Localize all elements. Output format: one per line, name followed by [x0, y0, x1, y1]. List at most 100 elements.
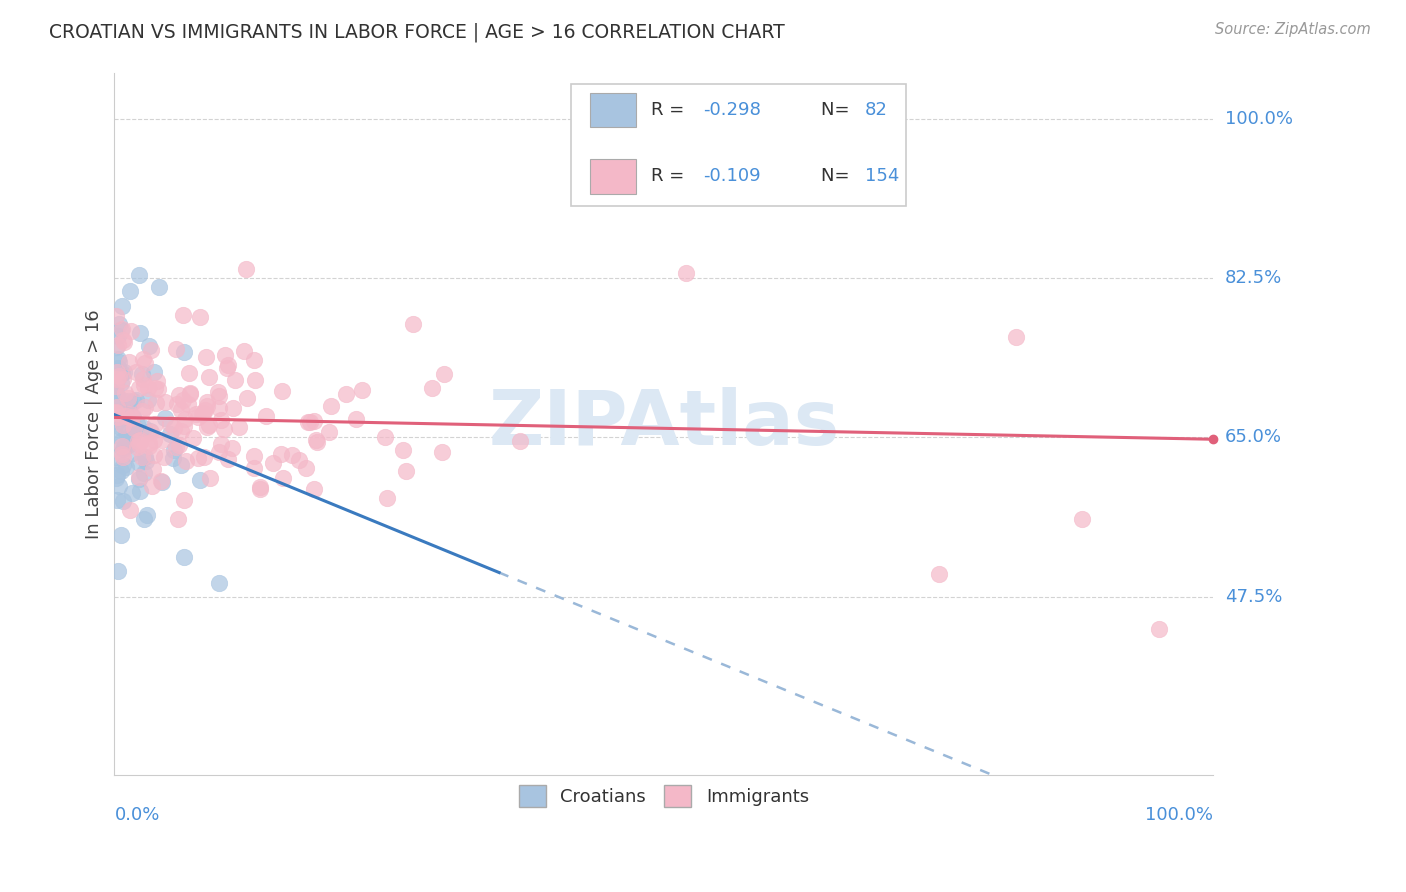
Point	[433, 367, 456, 381]
Point	[817, 185, 839, 199]
Point	[127, 417, 149, 431]
Text: R =: R =	[651, 101, 690, 119]
Point	[173, 492, 195, 507]
Point	[105, 388, 128, 402]
Point	[207, 384, 229, 399]
Point	[162, 451, 184, 466]
Point	[165, 440, 187, 454]
Point	[104, 386, 127, 401]
Point	[420, 381, 443, 395]
Point	[110, 464, 132, 478]
Point	[299, 415, 322, 429]
Point	[125, 441, 148, 455]
Point	[105, 400, 128, 414]
Point	[174, 454, 197, 468]
Point	[118, 408, 141, 422]
Point	[208, 389, 231, 403]
Point	[111, 299, 134, 313]
Point	[172, 392, 194, 407]
Point	[110, 321, 132, 335]
Point	[304, 482, 326, 496]
Point	[1147, 622, 1170, 636]
Point	[224, 372, 246, 386]
Text: 65.0%: 65.0%	[1225, 428, 1282, 446]
Point	[173, 345, 195, 359]
Point	[153, 410, 176, 425]
Point	[121, 426, 143, 441]
Point	[187, 409, 209, 424]
Point	[169, 388, 191, 402]
Point	[104, 428, 127, 442]
Point	[148, 382, 170, 396]
Point	[136, 508, 159, 522]
Point	[111, 439, 134, 453]
Point	[150, 433, 173, 447]
Point	[112, 440, 135, 454]
Point	[134, 356, 156, 370]
Point	[198, 471, 221, 485]
Point	[150, 475, 173, 489]
Point	[107, 467, 129, 482]
Point	[509, 434, 531, 448]
Point	[270, 446, 292, 460]
Point	[111, 333, 134, 347]
Point	[145, 396, 167, 410]
Point	[132, 378, 155, 392]
Point	[121, 446, 143, 460]
Point	[128, 433, 150, 447]
Point	[195, 399, 218, 413]
Point	[228, 419, 250, 434]
Point	[165, 342, 187, 356]
Point	[107, 360, 129, 375]
Point	[295, 460, 318, 475]
FancyBboxPatch shape	[591, 93, 637, 127]
Point	[114, 386, 136, 401]
Point	[352, 383, 374, 397]
Point	[209, 413, 232, 427]
Point	[105, 372, 128, 386]
Point	[142, 448, 165, 462]
Point	[170, 424, 193, 438]
Point	[1004, 330, 1026, 344]
Point	[217, 452, 239, 467]
Point	[110, 419, 132, 434]
Point	[235, 261, 257, 276]
Point	[118, 503, 141, 517]
Point	[132, 421, 155, 435]
Point	[112, 494, 135, 508]
Point	[118, 355, 141, 369]
Point	[149, 474, 172, 488]
Point	[304, 414, 326, 428]
Point	[107, 405, 129, 419]
Point	[173, 419, 195, 434]
Point	[112, 417, 135, 432]
Point	[208, 444, 231, 458]
Point	[122, 421, 145, 435]
FancyBboxPatch shape	[571, 84, 905, 206]
Point	[104, 471, 127, 485]
Point	[143, 365, 166, 379]
Point	[107, 565, 129, 579]
Point	[374, 430, 396, 444]
Point	[221, 441, 243, 455]
Text: 154: 154	[865, 168, 900, 186]
Point	[121, 486, 143, 500]
Point	[163, 443, 186, 458]
Point	[114, 407, 136, 421]
Point	[288, 453, 311, 467]
Point	[430, 445, 453, 459]
Text: 100.0%: 100.0%	[1225, 110, 1292, 128]
Point	[117, 391, 139, 405]
Point	[194, 402, 217, 417]
Point	[159, 417, 181, 431]
Point	[120, 411, 142, 425]
Text: N=: N=	[821, 168, 855, 186]
Legend: Croatians, Immigrants: Croatians, Immigrants	[512, 778, 815, 814]
Point	[167, 438, 190, 452]
Point	[125, 365, 148, 379]
Point	[111, 447, 134, 461]
Point	[112, 372, 135, 386]
Point	[166, 397, 188, 411]
Point	[256, 409, 278, 423]
Point	[135, 454, 157, 468]
